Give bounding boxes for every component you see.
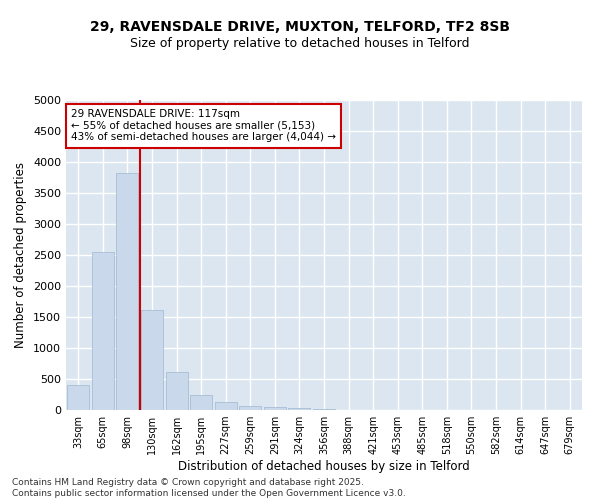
Bar xyxy=(166,372,188,410)
Bar xyxy=(215,402,237,410)
Bar xyxy=(264,407,286,410)
Text: Contains HM Land Registry data © Crown copyright and database right 2025.
Contai: Contains HM Land Registry data © Crown c… xyxy=(12,478,406,498)
Bar xyxy=(289,408,310,410)
Text: 29, RAVENSDALE DRIVE, MUXTON, TELFORD, TF2 8SB: 29, RAVENSDALE DRIVE, MUXTON, TELFORD, T… xyxy=(90,20,510,34)
Bar xyxy=(141,310,163,410)
Y-axis label: Number of detached properties: Number of detached properties xyxy=(14,162,28,348)
Bar xyxy=(116,173,139,410)
Text: 29 RAVENSDALE DRIVE: 117sqm
← 55% of detached houses are smaller (5,153)
43% of : 29 RAVENSDALE DRIVE: 117sqm ← 55% of det… xyxy=(71,110,336,142)
X-axis label: Distribution of detached houses by size in Telford: Distribution of detached houses by size … xyxy=(178,460,470,473)
Text: Size of property relative to detached houses in Telford: Size of property relative to detached ho… xyxy=(130,38,470,51)
Bar xyxy=(92,252,114,410)
Bar xyxy=(190,394,212,410)
Bar xyxy=(67,385,89,410)
Bar xyxy=(239,406,262,410)
